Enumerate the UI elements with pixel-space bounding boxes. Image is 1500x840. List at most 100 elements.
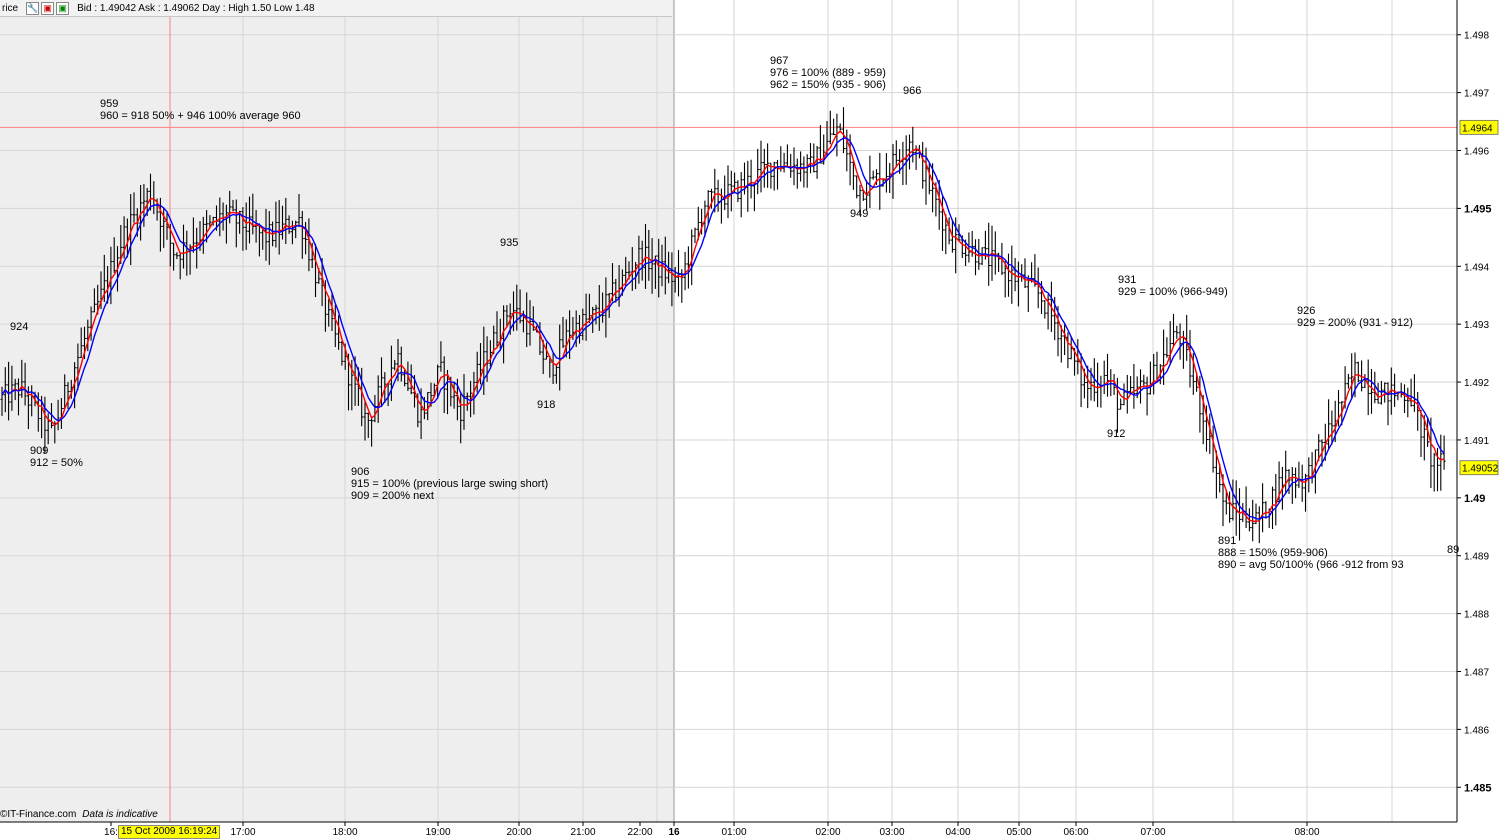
x-tick-label: 01:00 <box>721 827 746 838</box>
y-tick-label: 1.496 <box>1464 147 1489 158</box>
ohlc-bar <box>1129 376 1133 395</box>
ohlc-bar <box>1360 360 1364 392</box>
annotation-line: 962 = 150% (935 - 906) <box>770 79 886 91</box>
y-tick-label: 1.489 <box>1464 552 1489 563</box>
ohlc-bar <box>987 222 991 286</box>
ohlc-bar <box>967 232 971 263</box>
x-tick-label: 16: <box>104 827 118 838</box>
ohlc-bar <box>1211 425 1215 473</box>
ohlc-bar <box>1099 375 1103 408</box>
annotation-line: 888 = 150% (959-906) <box>1218 547 1328 559</box>
ohlc-bar <box>1003 261 1007 298</box>
ohlc-bar <box>1254 503 1258 525</box>
ohlc-bar <box>1043 300 1047 319</box>
ohlc-bar <box>399 346 403 382</box>
ohlc-bar <box>320 258 324 307</box>
x-tick-label: 04:00 <box>945 827 970 838</box>
ohlc-bar <box>1178 323 1182 360</box>
annotation-line: 915 = 100% (previous large swing short) <box>351 478 548 490</box>
annotation-line: 909 <box>30 445 48 457</box>
ohlc-bar <box>426 392 430 421</box>
ohlc-bar <box>442 356 446 414</box>
y-tick-label: 1.491 <box>1464 436 1489 447</box>
fast-ma-line <box>1 130 1445 523</box>
ohlc-bar <box>1399 382 1403 398</box>
ohlc-bar <box>251 193 255 235</box>
annotation-line: 912 = 50% <box>30 457 83 469</box>
ohlc-bar <box>274 201 278 248</box>
ohlc-bar <box>1023 258 1027 289</box>
ohlc-bar <box>1264 501 1268 519</box>
ohlc-bar <box>462 374 466 430</box>
ohlc-bar <box>878 152 882 210</box>
x-tick-label: 20:00 <box>506 827 531 838</box>
ohlc-bar <box>337 315 341 350</box>
annotation-line: 891 <box>1218 535 1236 547</box>
ohlc-bar <box>1122 383 1126 406</box>
ohlc-bars <box>0 107 1446 544</box>
ohlc-bar <box>531 306 535 331</box>
ohlc-bar <box>1046 294 1050 330</box>
ohlc-bar <box>795 158 799 189</box>
ohlc-bar <box>1244 486 1248 529</box>
ohlc-bar <box>1238 488 1241 541</box>
ohlc-bar <box>129 194 133 266</box>
x-tick-label: 06:00 <box>1063 827 1088 838</box>
ohlc-bar <box>1096 362 1100 408</box>
ohlc-bar <box>241 207 245 251</box>
ohlc-bar <box>1327 399 1331 449</box>
annotation-line: 976 = 100% (889 - 959) <box>770 67 886 79</box>
price-axis[interactable]: 1.485 1.486 1.487 1.488 1.489 1.49 1.491 1.492 1… <box>1457 31 1492 795</box>
ohlc-bar <box>736 180 740 203</box>
ohlc-bar <box>112 237 116 273</box>
ohlc-bar <box>706 190 710 225</box>
ohlc-bar <box>17 378 20 416</box>
y-tick-label: 1.497 <box>1464 89 1489 100</box>
ohlc-bar <box>290 220 294 245</box>
ohlc-bar <box>175 252 179 260</box>
time-axis[interactable]: 16: 17:00 18:00 19:00 20:00 21:00 22:00 16 01:00… <box>104 822 1320 838</box>
ohlc-bar <box>1175 325 1179 339</box>
ohlc-bar <box>838 123 842 131</box>
annotation: 926 929 = 200% (931 - 912) <box>1297 305 1413 329</box>
ohlc-bar <box>818 125 822 164</box>
ohlc-bar <box>86 319 90 352</box>
ohlc-bar <box>1026 275 1030 313</box>
ohlc-bar <box>376 375 380 423</box>
ohlc-bar <box>1330 410 1334 445</box>
annotation-line: 918 <box>537 399 555 411</box>
ohlc-bar <box>752 182 756 212</box>
ohlc-bar <box>657 238 661 298</box>
ohlc-bar <box>79 327 83 359</box>
ohlc-bar <box>799 151 803 182</box>
ohlc-bar <box>76 343 80 390</box>
ohlc-bar <box>248 196 251 244</box>
annotation: 906 915 = 100% (previous large swing shor… <box>351 466 548 502</box>
ohlc-bar <box>723 175 727 211</box>
ohlc-bar <box>1102 360 1106 395</box>
x-tick-label: 16 <box>668 827 680 838</box>
x-tick-label: 07:00 <box>1140 827 1165 838</box>
ohlc-bar <box>505 305 509 328</box>
chart-green-icon[interactable]: ▣ <box>56 1 70 15</box>
ohlc-bar <box>1409 378 1413 407</box>
ohlc-bar <box>980 247 984 265</box>
ohlc-bar <box>756 148 760 195</box>
annotation-line: 967 <box>770 55 788 67</box>
annotation: 891 888 = 150% (959-906) 890 = avg 50/100%… <box>1218 535 1404 571</box>
y-tick-label: 1.488 <box>1464 610 1489 621</box>
annotation-line: 890 = avg 50/100% (966 -912 from 93 <box>1218 559 1404 571</box>
annotation-line: 909 = 200% next <box>351 490 434 502</box>
ohlc-bar <box>581 308 585 341</box>
ohlc-bar <box>1106 353 1109 397</box>
ohlc-bar <box>1109 369 1113 397</box>
chart-red-icon[interactable]: ▣ <box>41 1 55 15</box>
ohlc-bar <box>340 341 344 366</box>
ohlc-bar <box>495 311 499 347</box>
ohlc-bar <box>805 154 809 188</box>
ohlc-bar <box>769 162 773 189</box>
wrench-icon[interactable]: 🔧 <box>26 1 40 15</box>
ohlc-bar <box>1412 374 1416 412</box>
ohlc-bar <box>1066 332 1070 369</box>
